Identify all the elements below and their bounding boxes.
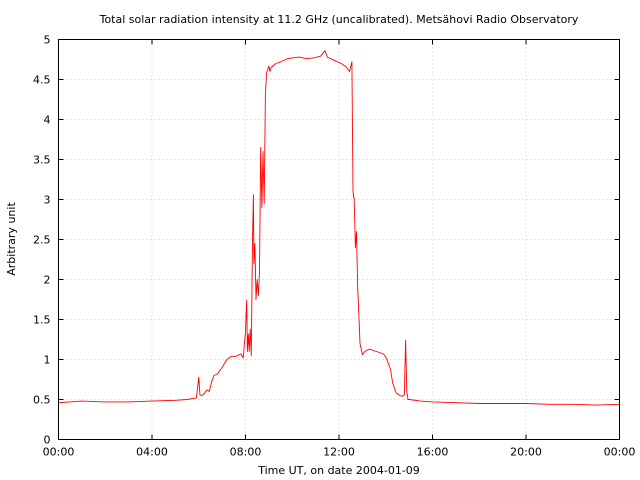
y-tick-label: 3.5 — [33, 154, 51, 167]
y-tick-label: 4.5 — [33, 74, 51, 87]
y-tick-label: 0.5 — [33, 394, 51, 407]
chart-title: Total solar radiation intensity at 11.2 … — [99, 13, 579, 26]
tick-labels: 00:00 04:00 08:00 12:00 16:00 20:00 00:0000.51… — [33, 34, 635, 459]
x-axis-title: Time UT, on date 2004-01-09 — [257, 464, 420, 477]
y-tick-label: 5 — [44, 34, 51, 47]
series-line — [58, 50, 620, 406]
y-tick-label: 2.5 — [33, 234, 51, 247]
x-tick-label: 08:00 — [230, 446, 262, 459]
x-tick-label: 20:00 — [510, 446, 542, 459]
x-tick-label: 12:00 — [323, 446, 355, 459]
grid — [58, 39, 620, 440]
y-tick-label: 1 — [44, 354, 51, 367]
x-tick-label: 04:00 — [136, 446, 168, 459]
x-tick-label: 00:00 — [43, 446, 75, 459]
y-tick-label: 2 — [44, 274, 51, 287]
y-axis-title: Arbitrary unit — [5, 202, 18, 276]
y-tick-label: 1.5 — [33, 314, 51, 327]
x-tick-label: 00:00 — [604, 446, 636, 459]
x-tick-label: 16:00 — [417, 446, 449, 459]
axis-ticks — [58, 39, 620, 440]
y-tick-label: 0 — [44, 434, 51, 447]
series — [58, 50, 620, 406]
y-tick-label: 3 — [44, 194, 51, 207]
y-tick-label: 4 — [44, 114, 51, 127]
